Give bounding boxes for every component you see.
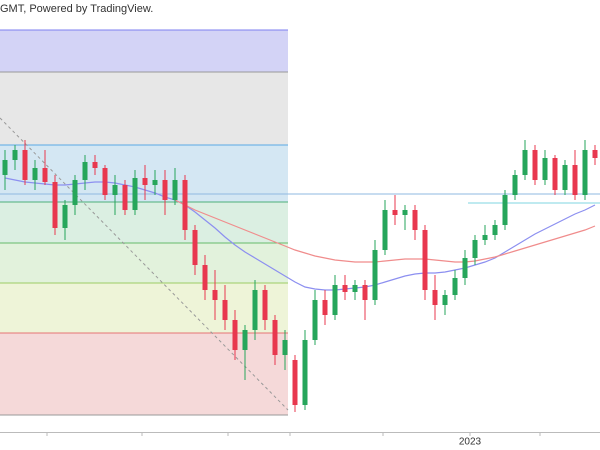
candle-body [122, 185, 128, 210]
candle-body [362, 285, 368, 300]
candle-body [22, 150, 28, 180]
candles [2, 140, 598, 412]
candle-body [462, 258, 468, 278]
candle-body [302, 340, 308, 405]
fib-zone [0, 243, 288, 283]
candle-body [252, 290, 258, 330]
candle-body [262, 290, 268, 320]
candle-body [202, 265, 208, 290]
fib-zone [0, 283, 288, 333]
x-tick-label: 2023 [459, 437, 482, 448]
candle-body [42, 168, 48, 182]
header: GMT, Powered by TradingView. [0, 3, 153, 15]
candle-body [172, 180, 178, 200]
candle-body [502, 195, 508, 225]
candle-body [222, 300, 228, 320]
candle-body [532, 150, 538, 180]
candle-body [332, 285, 338, 315]
candle-body [322, 300, 328, 315]
candle-body [112, 185, 118, 195]
candle-body [162, 180, 168, 200]
candle-body [442, 295, 448, 305]
candle-body [242, 330, 248, 350]
time-axis [0, 432, 600, 450]
candle-body [12, 150, 18, 160]
candle-body [552, 158, 558, 190]
candle-body [142, 178, 148, 185]
candle-body [132, 178, 138, 210]
candle-body [372, 250, 378, 300]
moving-average [174, 199, 596, 263]
candle-body [582, 150, 588, 195]
fib-zone [0, 145, 288, 202]
candle-body [62, 205, 68, 228]
candle-body [432, 290, 438, 305]
candle-body [522, 150, 528, 175]
candle-body [82, 162, 88, 180]
candle-body [102, 168, 108, 195]
candle-body [32, 168, 38, 180]
candle-body [192, 230, 198, 265]
candle-body [352, 285, 358, 292]
candle-body [402, 210, 408, 215]
candle-body [542, 158, 548, 180]
fib-zone [0, 72, 288, 145]
candle-body [492, 225, 498, 235]
candle-body [452, 278, 458, 295]
fib-zone [0, 333, 288, 415]
fib-zone [0, 30, 288, 72]
candle-body [72, 180, 78, 205]
candle-body [472, 240, 478, 258]
candle-body [572, 165, 578, 195]
candle-body [562, 165, 568, 190]
candle-body [52, 182, 58, 228]
candle-body [92, 162, 98, 168]
candle-body [342, 285, 348, 292]
candle-body [2, 160, 8, 175]
candle-body [212, 290, 218, 300]
candle-body [312, 300, 318, 340]
candle-body [232, 320, 238, 350]
x-axis: 2023 [459, 432, 482, 448]
axis-ticks [46, 432, 541, 436]
candle-body [512, 175, 518, 195]
candle-body [592, 150, 598, 158]
candle-body [412, 210, 418, 230]
candle-body [422, 230, 428, 290]
candle-body [482, 235, 488, 240]
candle-body [392, 210, 398, 215]
candle-body [272, 320, 278, 355]
fib-zones [0, 29, 288, 416]
candle-body [282, 340, 288, 355]
candle-body [182, 180, 188, 230]
candle-body [152, 180, 158, 185]
trend-line [0, 117, 289, 411]
candle-body [292, 360, 298, 405]
fib-zone [0, 202, 288, 243]
candle-body [382, 210, 388, 250]
